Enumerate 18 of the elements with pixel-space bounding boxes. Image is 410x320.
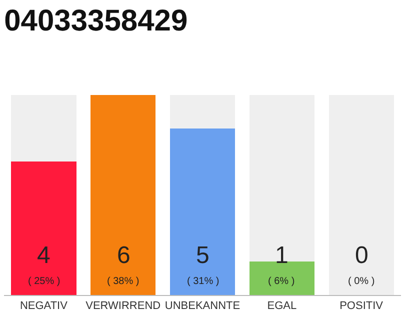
x-tick-label: VERWIRREND: [86, 300, 161, 312]
bar: [170, 95, 236, 128]
x-tick-label: POSITIV: [340, 300, 384, 312]
bar: [170, 128, 236, 295]
x-tick-label: NEGATIV: [20, 300, 68, 312]
text: 0 ( 0% ): [348, 242, 375, 287]
text: 5 ( 31% ): [187, 242, 220, 287]
bar: [328, 95, 394, 295]
text: 4 ( 25% ): [28, 242, 60, 287]
x-tick-label: UNBEKANNTE: [164, 300, 240, 312]
bar: [11, 162, 76, 295]
bar: [249, 95, 314, 262]
x-tick-label: EGAL: [267, 300, 297, 312]
bar: [11, 95, 76, 162]
bar: [90, 95, 156, 295]
text: 6 ( 38% ): [107, 242, 140, 287]
chart-title: 04033358429: [4, 4, 188, 38]
bar: [249, 262, 314, 295]
